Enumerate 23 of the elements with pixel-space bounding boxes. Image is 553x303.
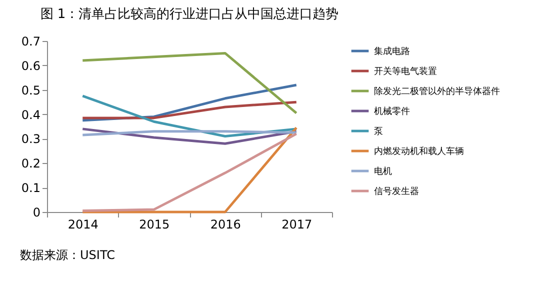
- legend-label: 集成电路: [374, 46, 410, 57]
- y-tick-label: 0: [32, 206, 40, 220]
- legend-label: 机械零件: [374, 106, 410, 117]
- legend-label: 除发光二极管以外的半导体器件: [374, 86, 500, 97]
- y-tick-label: 0.3: [21, 132, 40, 146]
- y-tick-label: 0.5: [21, 83, 40, 98]
- line-series: [81, 52, 298, 114]
- y-tick-label: 0.7: [21, 34, 40, 48]
- x-tick-label: 2014: [68, 218, 98, 232]
- y-tick-label: 0.2: [21, 156, 40, 171]
- chart-title: 图 1：清单占比较高的行业进口占从中国总进口趋势: [40, 6, 339, 22]
- legend-label: 泵: [374, 126, 383, 137]
- y-tick-label: 0.1: [21, 181, 40, 196]
- legend-label: 信号发生器: [374, 186, 419, 197]
- y-tick-label: 0.6: [21, 58, 40, 73]
- x-tick-label: 2017: [282, 218, 312, 232]
- legend-label: 开关等电气装置: [374, 66, 437, 77]
- source-note: 数据来源：USITC: [20, 247, 116, 264]
- y-tick-label: 0.4: [21, 108, 40, 122]
- legend-label: 电机: [374, 166, 392, 177]
- x-tick-label: 2015: [139, 218, 170, 232]
- legend-label: 内燃发动机和载人车辆: [374, 146, 464, 157]
- x-tick-label: 2016: [210, 218, 241, 232]
